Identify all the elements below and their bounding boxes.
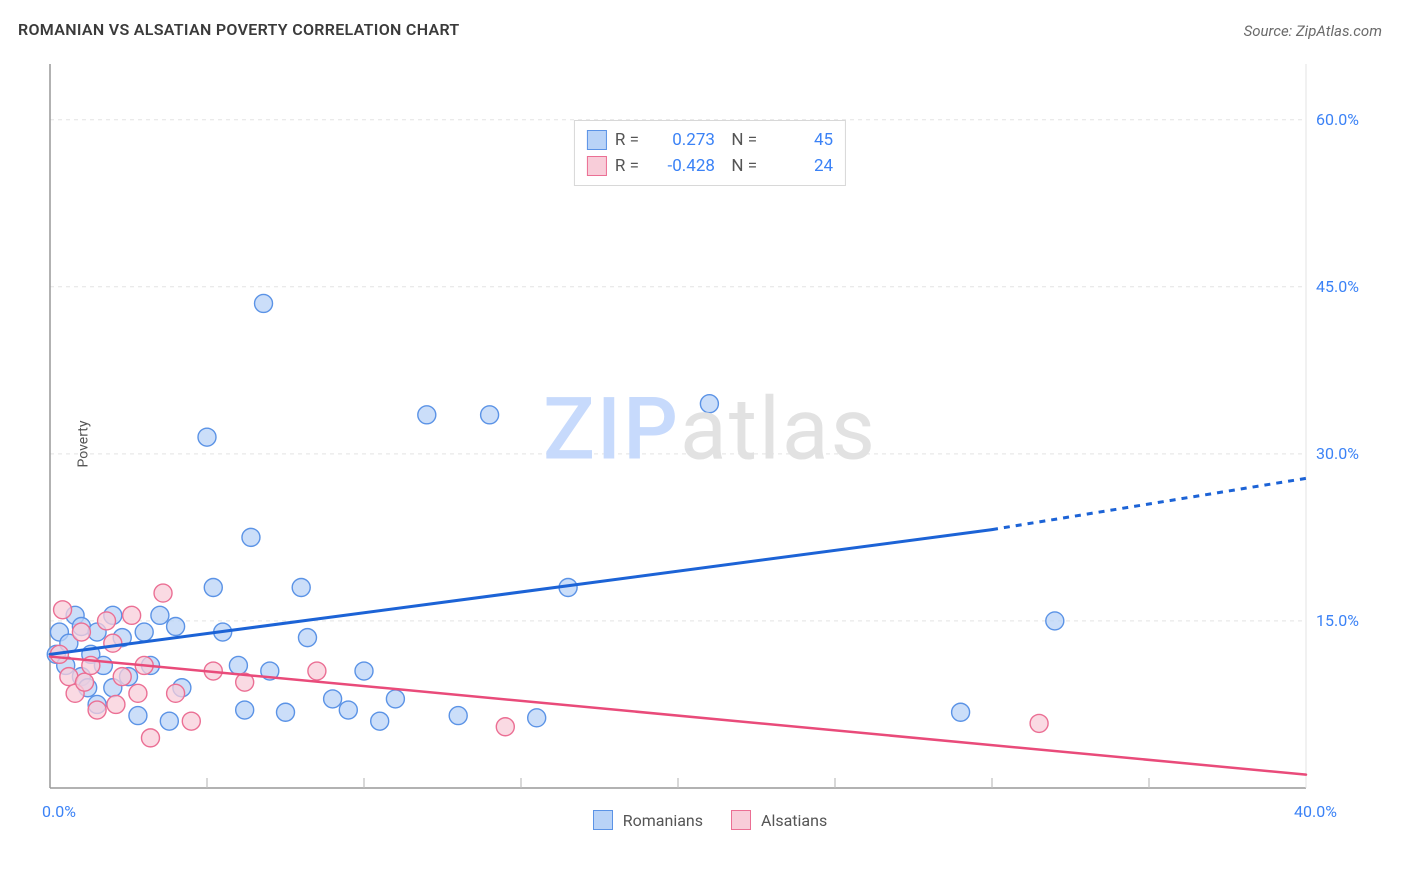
tick-label: 45.0% (1316, 277, 1359, 296)
r-value: -0.428 (647, 153, 715, 179)
legend-row: R = 0.273 N = 45 (587, 127, 833, 153)
legend-row: R = -0.428 N = 24 (587, 153, 833, 179)
chart-title: ROMANIAN VS ALSATIAN POVERTY CORRELATION… (18, 20, 460, 39)
n-value: 45 (765, 127, 833, 153)
source-label: Source: ZipAtlas.com (1244, 22, 1382, 40)
r-label: R = (615, 153, 639, 179)
series-legend: Romanians Alsatians (44, 810, 1376, 830)
legend-swatch-romanians (587, 130, 607, 150)
n-label: N = (723, 153, 757, 179)
legend-item-romanians: Romanians (593, 810, 703, 830)
legend-swatch-alsatians (731, 810, 751, 830)
n-label: N = (723, 127, 757, 153)
legend-swatch-alsatians (587, 156, 607, 176)
chart-area: Poverty ZIPatlas R = 0.273 N = 45 R = -0… (44, 58, 1376, 830)
r-value: 0.273 (647, 127, 715, 153)
tick-label: 15.0% (1316, 611, 1359, 630)
legend-label: Alsatians (761, 811, 827, 830)
legend-swatch-romanians (593, 810, 613, 830)
legend-item-alsatians: Alsatians (731, 810, 827, 830)
legend-label: Romanians (623, 811, 703, 830)
tick-label: 30.0% (1316, 444, 1359, 463)
correlation-legend: R = 0.273 N = 45 R = -0.428 N = 24 (574, 120, 846, 186)
n-value: 24 (765, 153, 833, 179)
tick-label: 60.0% (1316, 110, 1359, 129)
r-label: R = (615, 127, 639, 153)
